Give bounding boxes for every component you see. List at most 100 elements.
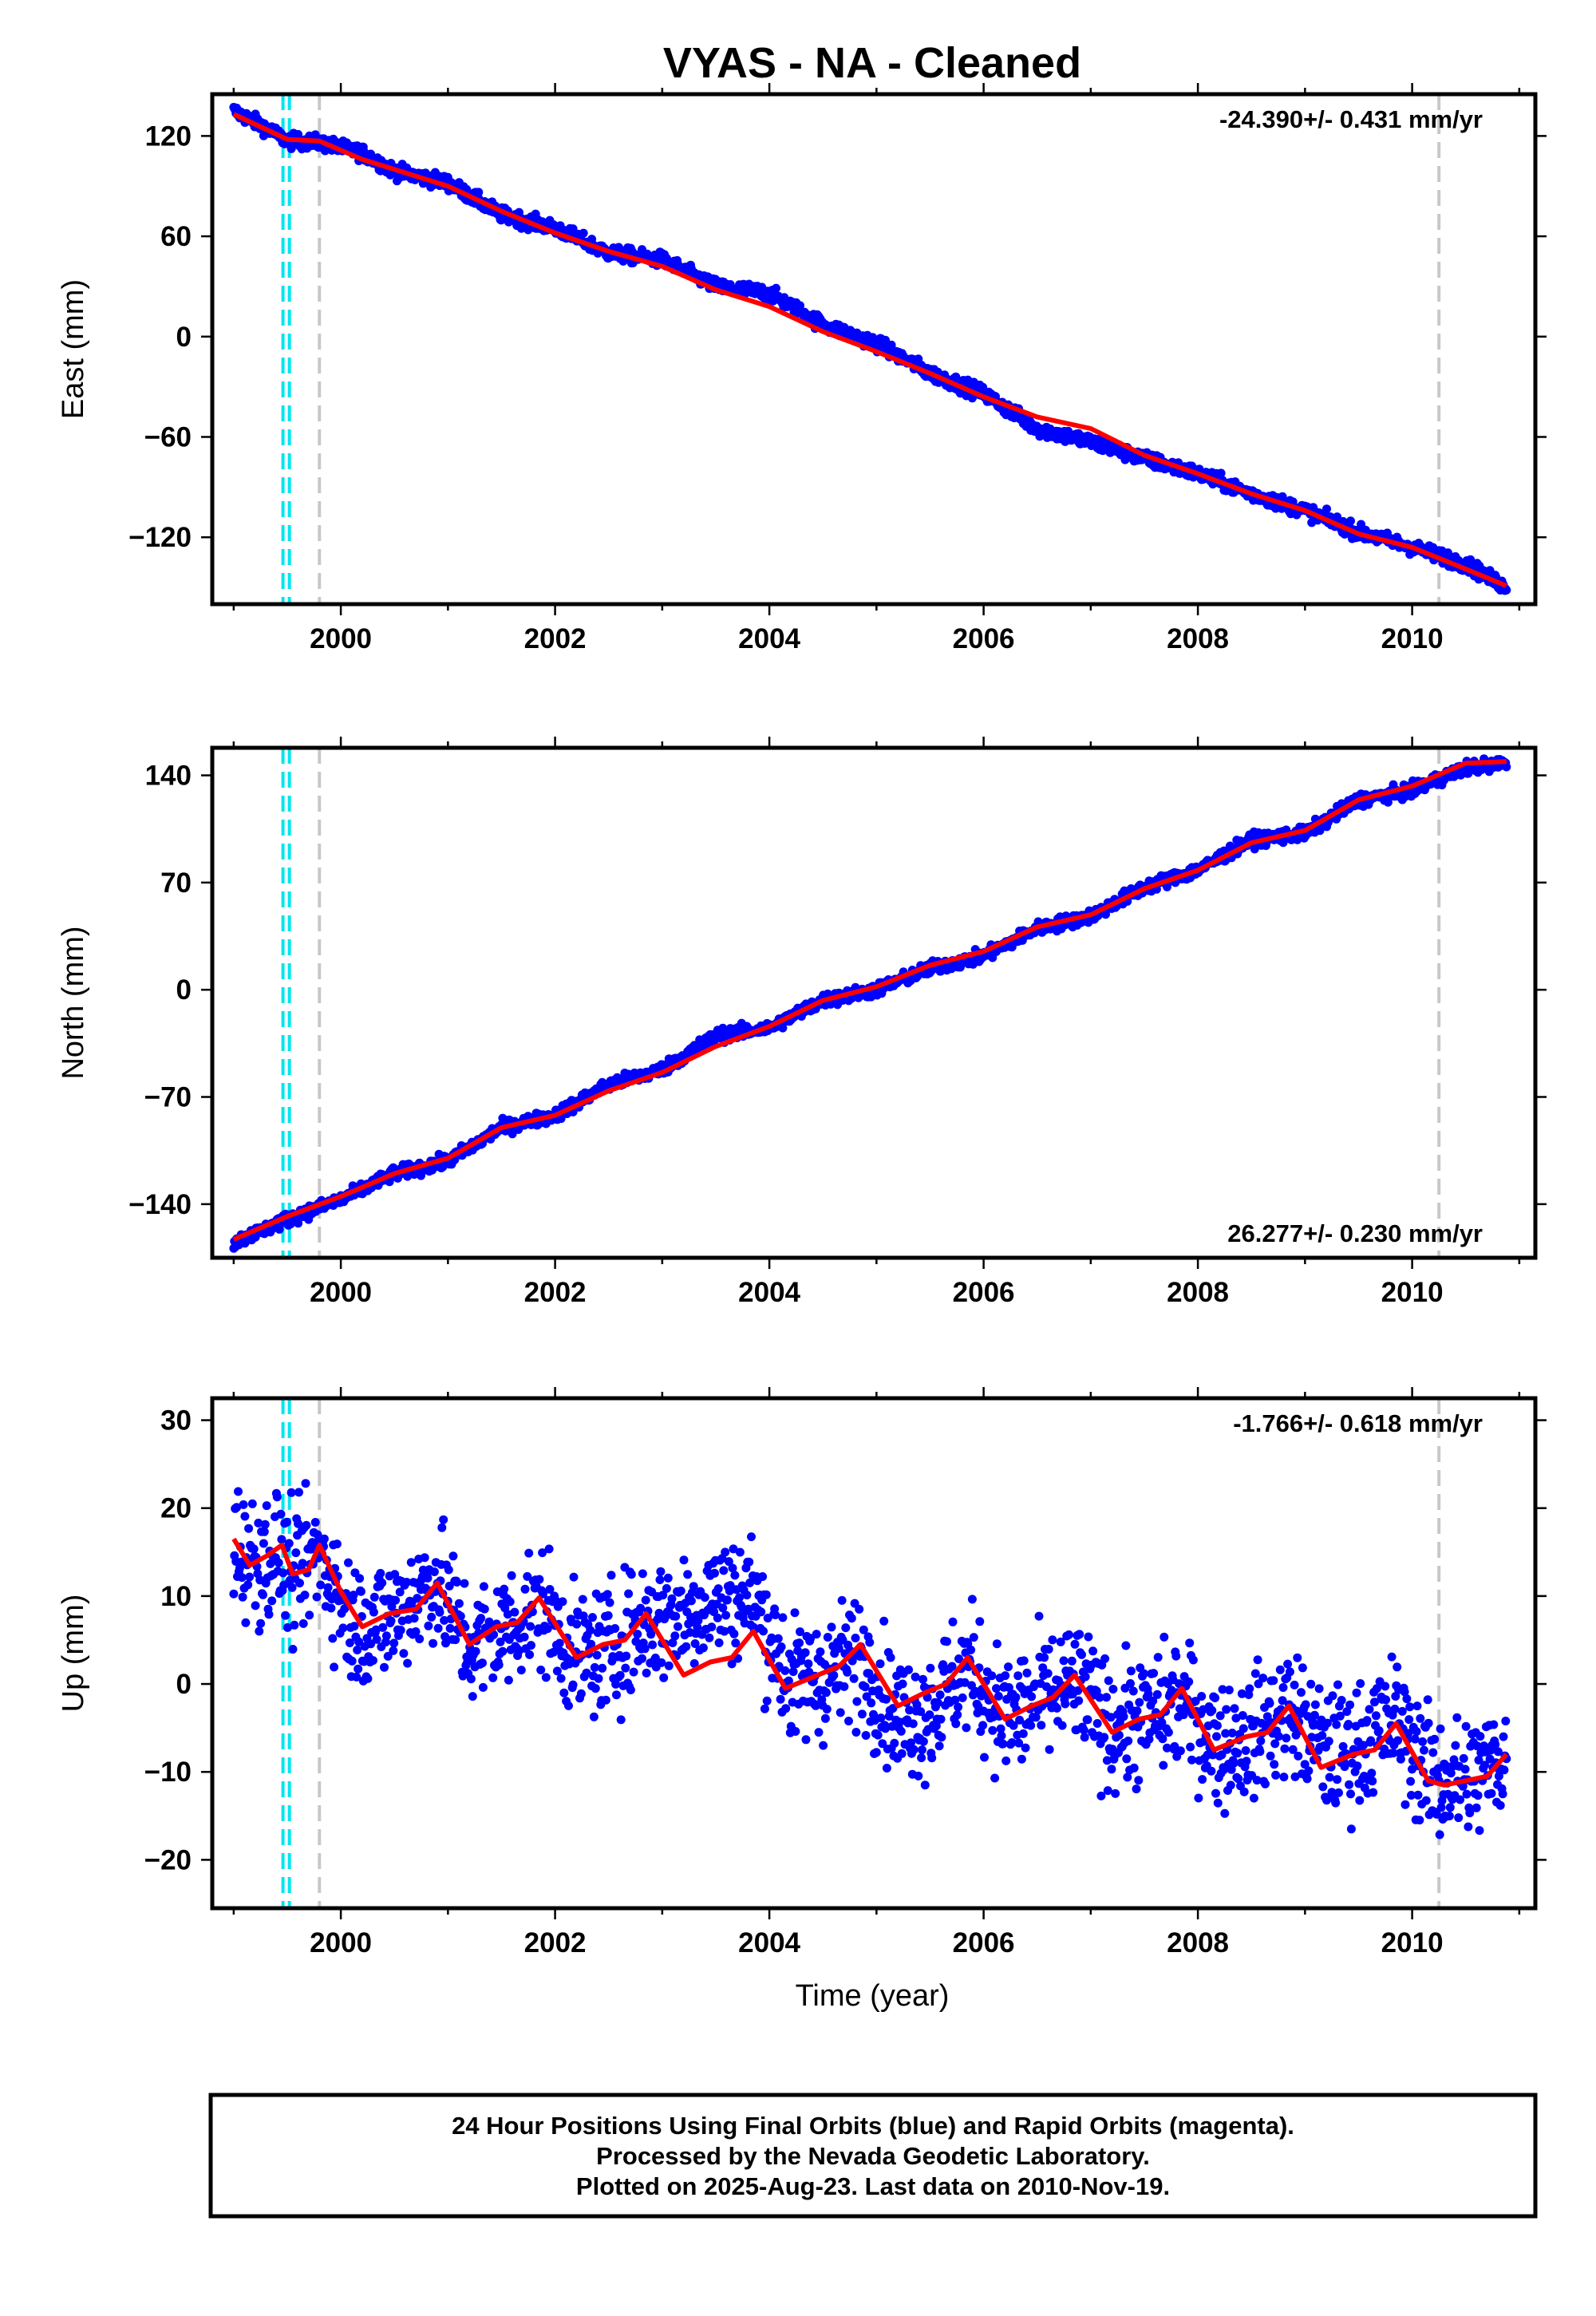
data-point <box>1253 1655 1262 1665</box>
data-point <box>988 1725 998 1735</box>
data-point <box>857 1709 867 1719</box>
data-point <box>1245 1684 1254 1694</box>
data-point <box>1011 1693 1021 1702</box>
data-point <box>556 1114 566 1124</box>
data-point <box>1126 1679 1135 1688</box>
data-point <box>1121 1641 1131 1650</box>
data-point <box>1015 1715 1025 1725</box>
data-point <box>816 1647 825 1657</box>
data-point <box>234 1487 243 1496</box>
data-point <box>718 1603 728 1613</box>
data-point <box>925 1710 934 1720</box>
data-point <box>300 1591 310 1600</box>
data-point <box>544 1544 554 1554</box>
data-point <box>954 1654 963 1663</box>
data-point <box>1027 1692 1037 1701</box>
data-point <box>823 1633 832 1642</box>
data-point <box>402 1578 412 1587</box>
data-point <box>1034 1611 1044 1621</box>
data-point <box>1057 1721 1067 1730</box>
y-tick-label: −60 <box>144 421 192 453</box>
data-point <box>345 1638 354 1647</box>
data-point <box>969 1633 978 1642</box>
x-tick-label: 2008 <box>1167 1277 1229 1308</box>
data-point <box>448 1551 458 1561</box>
data-point <box>667 1594 677 1603</box>
data-point <box>801 1735 811 1745</box>
data-point <box>568 1680 578 1690</box>
data-point <box>590 1662 599 1672</box>
data-point <box>641 1595 650 1605</box>
data-point <box>1152 1690 1162 1699</box>
data-point <box>1301 1700 1310 1709</box>
data-point <box>640 1644 650 1654</box>
data-point <box>294 1488 303 1497</box>
data-point <box>865 1638 875 1647</box>
data-point <box>387 1602 397 1611</box>
data-point <box>1255 1747 1265 1757</box>
data-point <box>1053 1703 1061 1713</box>
data-point <box>931 1721 941 1730</box>
data-point <box>1290 1680 1299 1690</box>
data-point <box>1256 1736 1266 1745</box>
data-point <box>1262 1712 1272 1721</box>
data-point <box>992 1639 1001 1649</box>
data-point <box>636 1603 646 1613</box>
data-point <box>1031 1713 1041 1722</box>
data-point <box>633 1630 642 1639</box>
data-point <box>1022 1668 1032 1678</box>
data-point <box>664 1661 674 1670</box>
data-point <box>413 1594 422 1603</box>
data-point <box>316 1580 326 1590</box>
data-point <box>934 1741 944 1751</box>
data-point <box>494 1660 504 1670</box>
data-point <box>814 1728 824 1737</box>
data-point <box>760 1704 769 1713</box>
data-point <box>1129 1763 1139 1773</box>
data-point <box>1278 1683 1288 1692</box>
data-point <box>638 1569 647 1579</box>
data-point <box>992 1684 1001 1694</box>
data-point <box>1114 1730 1124 1740</box>
data-point <box>403 1658 413 1668</box>
data-point <box>1237 1689 1246 1698</box>
data-point <box>1100 1733 1109 1742</box>
data-point <box>301 1479 310 1488</box>
data-point <box>389 1638 399 1648</box>
data-point <box>386 1616 396 1626</box>
data-point <box>882 1764 891 1773</box>
data-point <box>1084 1632 1093 1642</box>
data-point <box>338 1623 348 1633</box>
data-point <box>1298 1663 1307 1673</box>
data-point <box>1278 1696 1287 1705</box>
data-point <box>420 1553 429 1563</box>
data-point <box>911 1672 920 1682</box>
data-point <box>247 1499 257 1508</box>
data-point <box>1231 1713 1241 1723</box>
data-point <box>1333 1775 1342 1784</box>
data-point <box>598 1663 607 1673</box>
data-point <box>1233 1749 1242 1758</box>
data-point <box>1075 1630 1084 1639</box>
data-point <box>601 1695 610 1705</box>
data-point <box>742 1591 752 1600</box>
data-point <box>1207 1705 1217 1715</box>
data-point <box>344 1558 353 1567</box>
data-point <box>998 1739 1008 1749</box>
data-point <box>958 1693 967 1702</box>
data-point <box>520 1584 530 1594</box>
data-point <box>444 1565 453 1575</box>
data-point <box>564 1701 573 1710</box>
data-point <box>383 1651 393 1661</box>
data-point <box>1013 1671 1023 1681</box>
data-point <box>626 1570 636 1579</box>
plot-area <box>229 94 1511 604</box>
data-point <box>254 1518 263 1528</box>
data-point <box>1163 1728 1173 1737</box>
data-point <box>721 1611 731 1620</box>
data-point <box>729 1544 738 1554</box>
data-point <box>1048 1635 1057 1645</box>
data-point <box>1274 1732 1283 1741</box>
data-point <box>1238 1711 1247 1720</box>
data-point <box>496 1637 505 1646</box>
